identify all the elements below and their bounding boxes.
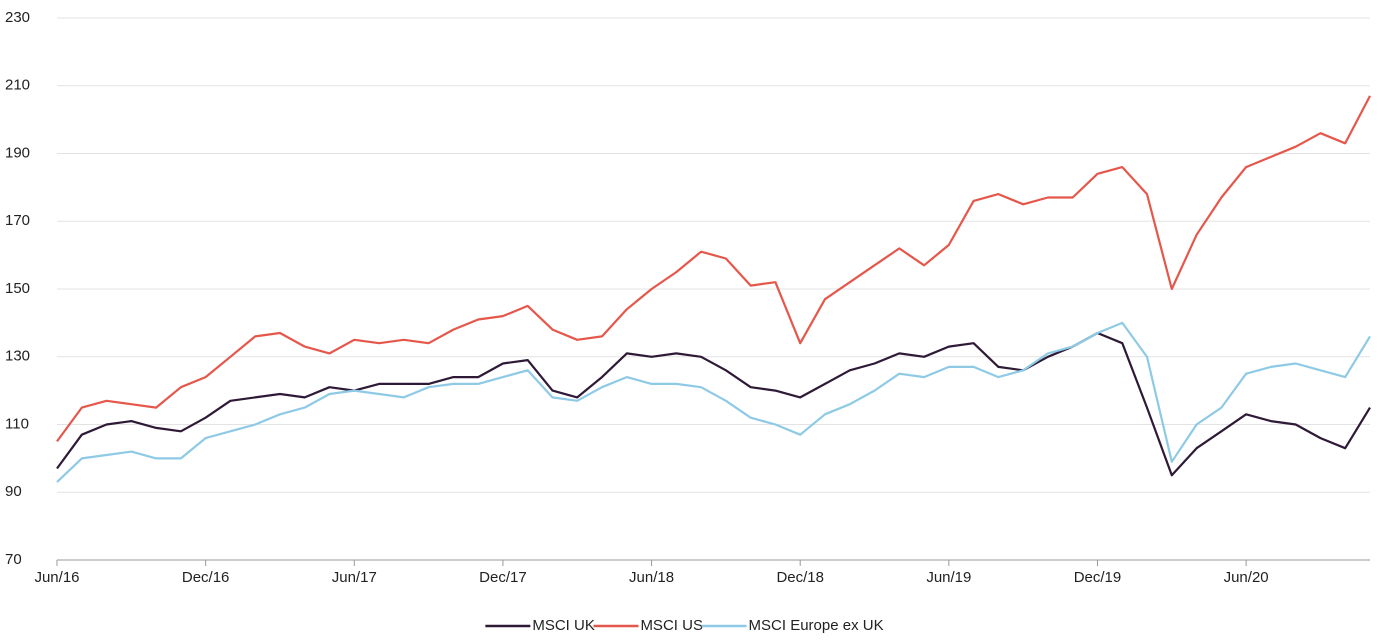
series-line (56, 331, 1371, 477)
y-tick-label: 230 (5, 9, 30, 26)
y-tick-label: 130 (5, 348, 30, 365)
y-tick-label: 110 (5, 415, 29, 432)
x-tick-label: Jun/18 (629, 569, 674, 586)
x-tick-label: Dec/19 (1074, 569, 1122, 586)
legend-label: MSCI US (640, 617, 703, 634)
y-tick-label: 210 (5, 77, 30, 94)
x-tick-label: Jun/20 (1224, 569, 1269, 586)
series-line (56, 95, 1371, 443)
x-tick-label: Jun/17 (332, 569, 377, 586)
y-tick-label: 170 (5, 212, 30, 229)
x-tick-label: Dec/16 (182, 569, 230, 586)
y-tick-label: 190 (5, 144, 30, 161)
y-tick-label: 90 (5, 483, 22, 500)
x-tick-label: Jun/19 (926, 569, 971, 586)
y-tick-label: 150 (5, 280, 30, 297)
y-tick-label: 70 (5, 551, 22, 568)
series-line (56, 321, 1371, 483)
legend-label: MSCI UK (532, 617, 595, 634)
x-tick-label: Dec/18 (776, 569, 824, 586)
legend-label: MSCI Europe ex UK (749, 617, 884, 634)
x-tick-label: Dec/17 (479, 569, 527, 586)
x-tick-label: Jun/16 (34, 569, 79, 586)
